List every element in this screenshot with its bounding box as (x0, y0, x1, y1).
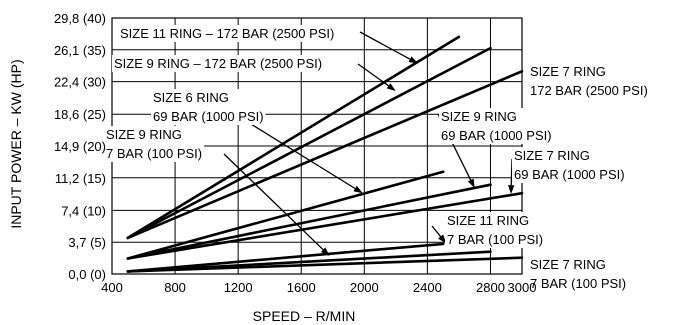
label-size7-69-arrow (510, 158, 513, 186)
label-size11-172-arrowhead (408, 56, 418, 64)
label-size9-69-line: SIZE 9 RING (441, 109, 517, 124)
label-size11-7-arrow (431, 225, 442, 237)
label-size6-69-line: 69 BAR (1000 PSI) (153, 109, 264, 124)
label-size11-7-backing (445, 212, 546, 248)
label-size11-7: SIZE 11 RING 7 BAR (100 PSI) (445, 212, 546, 248)
label-size7-7-backing (528, 256, 629, 292)
label-size9-69-arrowhead (467, 178, 475, 189)
series-line-4 (126, 170, 445, 260)
x-tick-label: 2000 (350, 280, 379, 295)
label-size9-172-line: SIZE 9 RING – 172 BAR (2500 PSI) (114, 56, 322, 71)
y-tick-label: 14,9 (20) (54, 139, 106, 154)
label-size7-172: SIZE 7 RING 172 BAR (2500 PSI) (528, 63, 650, 99)
x-axis-label: SPEED – R/MIN (253, 308, 356, 324)
label-size9-172-backing (112, 55, 325, 72)
label-size11-7-arrowhead (438, 234, 447, 244)
label-size11-172-text: SIZE 11 RING – 172 BAR (2500 PSI) (120, 26, 334, 41)
label-size11-172-backing (118, 25, 337, 42)
x-tick-label: 2400 (413, 280, 442, 295)
label-size6-69-arrowhead (353, 185, 363, 194)
label-size9-7-line: 7 BAR (100 PSI) (106, 146, 202, 161)
label-size9-7: SIZE 9 RING 7 BAR (100 PSI) (104, 126, 205, 162)
label-size9-7-backing (104, 126, 205, 162)
label-size7-69-backing (512, 147, 627, 183)
series-line-2 (126, 46, 492, 240)
label-size9-7-arrowhead (320, 247, 330, 256)
label-size7-69-text: SIZE 7 RING 69 BAR (1000 PSI) (514, 148, 625, 182)
label-size9-7-arrow (223, 153, 324, 251)
label-size7-7-line: SIZE 7 RING (530, 257, 606, 272)
label-size7-172-line: 172 BAR (2500 PSI) (530, 83, 648, 98)
x-tick-label: 2800 (476, 280, 505, 295)
x-tick-label: 1200 (224, 280, 253, 295)
tick-layer: 400 800 1200 1600 2000 2400 2800 3000 0,0 (0) 3,7… (54, 11, 537, 295)
curve-layer (126, 35, 524, 273)
label-size6-69-backing (151, 89, 266, 125)
label-size11-7-text: SIZE 11 RING 7 BAR (100 PSI) (447, 213, 543, 247)
label-size7-172-backing (528, 63, 650, 99)
series-line-5 (126, 183, 492, 260)
label-size11-7-line: SIZE 11 RING (447, 213, 529, 228)
label-size6-69-text: SIZE 6 RING 69 BAR (1000 PSI) (153, 90, 264, 124)
y-tick-label: 29,8 (40) (54, 11, 106, 26)
x-tick-label: 800 (164, 280, 186, 295)
y-axis-label: INPUT POWER – KW (HP) (8, 59, 24, 228)
series-line-1 (126, 35, 461, 240)
y-tick-label: 22,4 (30) (54, 75, 106, 90)
label-size11-172: SIZE 11 RING – 172 BAR (2500 PSI) (118, 25, 337, 42)
label-size7-172-text: SIZE 7 RING 172 BAR (2500 PSI) (530, 64, 648, 98)
label-size6-69-line: SIZE 6 RING (153, 90, 229, 105)
label-size9-172-text: SIZE 9 RING – 172 BAR (2500 PSI) (114, 56, 322, 71)
label-size7-7-text: SIZE 7 RING 7 BAR (100 PSI) (530, 257, 626, 291)
label-size7-69-line: 69 BAR (1000 PSI) (514, 167, 625, 182)
x-tick-label: 3000 (508, 280, 537, 295)
series-line-6 (126, 191, 524, 260)
label-size7-69: SIZE 7 RING 69 BAR (1000 PSI) (512, 147, 627, 183)
y-tick-label: 0,0 (0) (68, 267, 106, 282)
label-size9-7-line: SIZE 9 RING (106, 127, 182, 142)
label-size7-172-line: SIZE 7 RING (530, 64, 606, 79)
label-size9-7-text: SIZE 9 RING 7 BAR (100 PSI) (106, 127, 202, 161)
label-layer: SIZE 11 RING – 172 BAR (2500 PSI) SIZE 9 … (104, 25, 650, 292)
x-tick-label: 400 (101, 280, 123, 295)
y-tick-label: 3,7 (5) (68, 235, 106, 250)
x-tick-label: 1600 (287, 280, 316, 295)
label-size11-172-arrow (359, 31, 411, 60)
label-size9-69-backing (439, 108, 554, 144)
y-tick-label: 18,6 (25) (54, 107, 106, 122)
label-size9-69-line: 69 BAR (1000 PSI) (441, 128, 552, 143)
label-size9-69-text: SIZE 9 RING 69 BAR (1000 PSI) (441, 109, 552, 143)
label-size9-172: SIZE 9 RING – 172 BAR (2500 PSI) (112, 55, 325, 72)
y-tick-label: 7,4 (10) (61, 203, 106, 218)
label-size9-69: SIZE 9 RING 69 BAR (1000 PSI) (439, 108, 554, 144)
y-tick-label: 11,2 (15) (55, 171, 106, 186)
label-size7-69-line: SIZE 7 RING (514, 148, 590, 163)
label-size6-69: SIZE 6 RING 69 BAR (1000 PSI) (151, 89, 266, 125)
label-size11-7-line: 7 BAR (100 PSI) (447, 232, 543, 247)
series-line-3 (126, 70, 524, 240)
label-size11-172-line: SIZE 11 RING – 172 BAR (2500 PSI) (120, 26, 334, 41)
series-line-7 (126, 242, 445, 273)
label-size7-69-arrowhead (508, 185, 515, 195)
arrow-layer (223, 31, 515, 256)
label-size9-172-arrowhead (386, 83, 396, 91)
series-line-9 (126, 256, 524, 273)
label-size7-7-line: 7 BAR (100 PSI) (530, 276, 626, 291)
label-size9-172-arrow (357, 63, 389, 87)
label-size6-69-arrow (237, 115, 356, 190)
label-size7-7: SIZE 7 RING 7 BAR (100 PSI) (528, 256, 629, 292)
y-tick-label: 26,1 (35) (54, 43, 106, 58)
